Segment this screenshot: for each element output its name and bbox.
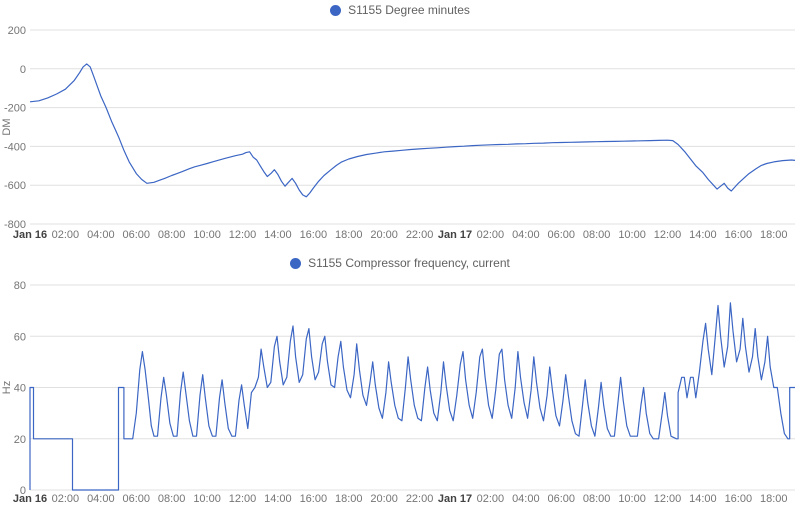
- svg-text:04:00: 04:00: [87, 229, 115, 241]
- series-marker-icon: [290, 257, 302, 269]
- svg-text:60: 60: [14, 331, 26, 343]
- svg-text:08:00: 08:00: [583, 493, 611, 505]
- svg-text:12:00: 12:00: [654, 493, 682, 505]
- degree-minutes-chart-section: S1155 Degree minutes 200 0 -200 -400 -600 -80…: [0, 0, 800, 253]
- svg-text:06:00: 06:00: [122, 229, 150, 241]
- degree-minutes-legend[interactable]: S1155 Degree minutes: [0, 0, 800, 20]
- svg-text:04:00: 04:00: [512, 493, 540, 505]
- svg-text:200: 200: [8, 25, 26, 37]
- svg-text:12:00: 12:00: [654, 229, 682, 241]
- svg-text:02:00: 02:00: [477, 493, 505, 505]
- svg-text:20:00: 20:00: [370, 229, 398, 241]
- svg-text:20:00: 20:00: [370, 493, 398, 505]
- svg-text:10:00: 10:00: [618, 229, 646, 241]
- svg-text:80: 80: [14, 280, 26, 292]
- svg-text:10:00: 10:00: [193, 493, 221, 505]
- svg-text:06:00: 06:00: [547, 229, 575, 241]
- svg-text:12:00: 12:00: [229, 229, 257, 241]
- degree-minutes-legend-label: S1155 Degree minutes: [348, 3, 470, 17]
- svg-text:22:00: 22:00: [406, 493, 434, 505]
- series-marker-icon: [330, 4, 342, 16]
- compressor-frequency-legend[interactable]: S1155 Compressor frequency, current: [0, 253, 800, 273]
- svg-text:06:00: 06:00: [122, 493, 150, 505]
- svg-text:14:00: 14:00: [689, 493, 717, 505]
- svg-text:04:00: 04:00: [87, 493, 115, 505]
- svg-text:Hz: Hz: [1, 381, 13, 394]
- svg-text:14:00: 14:00: [689, 229, 717, 241]
- svg-text:02:00: 02:00: [52, 229, 80, 241]
- svg-text:Jan 16: Jan 16: [13, 493, 47, 505]
- compressor-frequency-legend-label: S1155 Compressor frequency, current: [308, 256, 510, 270]
- svg-text:DM: DM: [1, 118, 13, 135]
- svg-text:10:00: 10:00: [193, 229, 221, 241]
- svg-text:-400: -400: [4, 141, 26, 153]
- svg-text:22:00: 22:00: [406, 229, 434, 241]
- svg-text:16:00: 16:00: [300, 493, 328, 505]
- svg-text:-200: -200: [4, 103, 26, 115]
- svg-text:0: 0: [20, 64, 26, 76]
- compressor-frequency-chart-section: S1155 Compressor frequency, current 80 60…: [0, 253, 800, 508]
- svg-text:06:00: 06:00: [547, 493, 575, 505]
- svg-text:08:00: 08:00: [158, 229, 186, 241]
- svg-text:40: 40: [14, 383, 26, 395]
- svg-text:02:00: 02:00: [477, 229, 505, 241]
- svg-text:-600: -600: [4, 180, 26, 192]
- svg-text:Jan 16: Jan 16: [13, 229, 47, 241]
- svg-text:14:00: 14:00: [264, 493, 292, 505]
- svg-text:0: 0: [20, 485, 26, 497]
- svg-text:02:00: 02:00: [52, 493, 80, 505]
- svg-text:18:00: 18:00: [335, 493, 363, 505]
- svg-text:04:00: 04:00: [512, 229, 540, 241]
- svg-text:08:00: 08:00: [158, 493, 186, 505]
- svg-text:08:00: 08:00: [583, 229, 611, 241]
- svg-text:18:00: 18:00: [760, 493, 788, 505]
- svg-text:16:00: 16:00: [725, 493, 753, 505]
- svg-text:14:00: 14:00: [264, 229, 292, 241]
- svg-text:18:00: 18:00: [760, 229, 788, 241]
- svg-text:Jan 17: Jan 17: [438, 229, 472, 241]
- svg-text:16:00: 16:00: [300, 229, 328, 241]
- svg-text:20: 20: [14, 434, 26, 446]
- svg-text:16:00: 16:00: [725, 229, 753, 241]
- svg-text:18:00: 18:00: [335, 229, 363, 241]
- svg-text:10:00: 10:00: [618, 493, 646, 505]
- svg-text:Jan 17: Jan 17: [438, 493, 472, 505]
- svg-text:12:00: 12:00: [229, 493, 257, 505]
- svg-text:-800: -800: [4, 219, 26, 231]
